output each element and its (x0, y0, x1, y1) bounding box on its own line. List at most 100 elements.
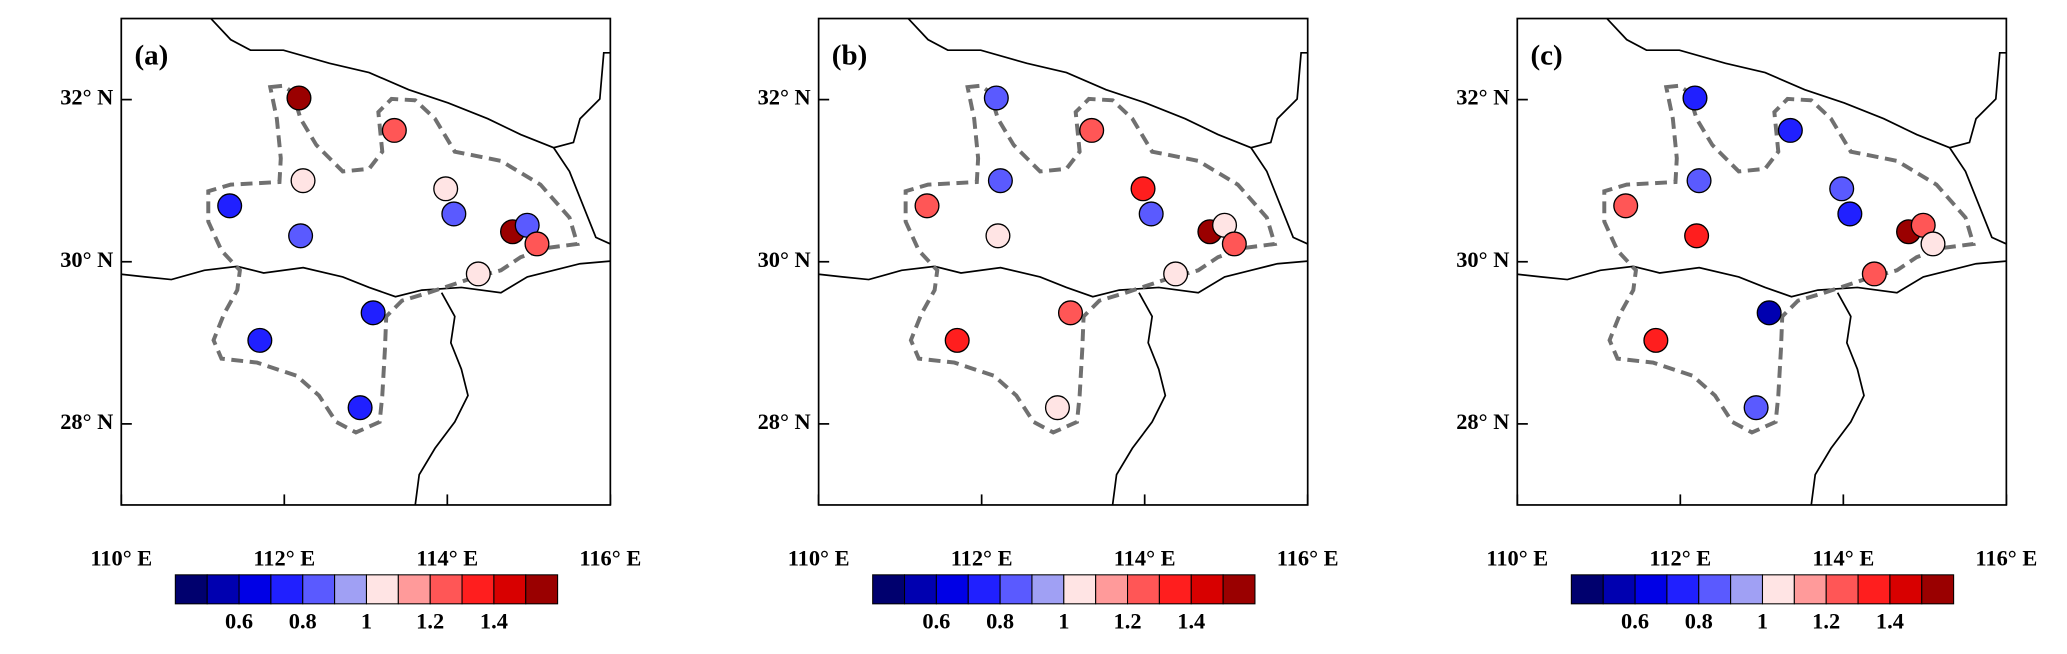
y-tick-label: 30° N (1456, 247, 1509, 272)
colorbar-tick-label: 0.8 (289, 609, 317, 634)
colorbar-box (1921, 574, 1955, 605)
station (987, 168, 1013, 194)
station (1920, 231, 1946, 257)
panel-title: (b) (832, 40, 867, 72)
station (1079, 117, 1105, 143)
map-panel: 110° E 112° E 114° E 116° E 28° N 30° N 32° N (… (1456, 16, 2037, 634)
station (247, 327, 273, 353)
station (944, 327, 970, 353)
station (1057, 300, 1084, 326)
x-tick-label: 114° E (416, 545, 478, 570)
y-tick-label: 28° N (758, 409, 811, 434)
station (286, 85, 312, 111)
station (1829, 176, 1855, 202)
station (985, 223, 1011, 249)
colorbar-box (238, 574, 272, 605)
colorbar-tick-label: 1.4 (1177, 609, 1205, 634)
station (914, 193, 940, 219)
colorbar-tick-label: 1 (1058, 609, 1069, 634)
colorbar-box (1889, 574, 1923, 605)
station (1861, 261, 1887, 287)
y-tick-label: 28° N (60, 409, 113, 434)
x-tick-label: 112° E (1649, 545, 1711, 570)
x-tick-label: 110° E (90, 545, 152, 570)
station (347, 395, 373, 421)
colorbar-tick-label: 0.8 (986, 609, 1014, 634)
station (1163, 261, 1189, 287)
colorbar-box (1063, 574, 1097, 605)
colorbar-box (525, 574, 559, 605)
y-tick-label: 32° N (60, 85, 113, 110)
station (1613, 193, 1639, 219)
x-tick-label: 110° E (788, 545, 850, 570)
colorbar-tick-label: 1 (361, 609, 372, 634)
colorbar-box (1031, 574, 1065, 605)
colorbar-box (302, 574, 336, 605)
y-tick-label: 32° N (758, 85, 811, 110)
colorbar-box (493, 574, 527, 605)
station (217, 193, 243, 219)
colorbar-tick-label: 0.6 (225, 609, 253, 634)
colorbar-box (270, 574, 304, 605)
station (441, 201, 467, 227)
y-tick-label: 28° N (1456, 409, 1509, 434)
colorbar-box (1602, 574, 1636, 605)
x-tick-label: 114° E (1812, 545, 1874, 570)
colorbar-tick-label: 0.8 (1685, 609, 1713, 634)
colorbar-tick-label: 0.6 (1621, 609, 1649, 634)
colorbar-box (967, 574, 1001, 605)
station (381, 117, 407, 143)
station (1138, 201, 1164, 227)
colorbar-box (1793, 574, 1827, 605)
station (1044, 395, 1070, 421)
x-tick-label: 114° E (1114, 545, 1176, 570)
x-tick-label: 116° E (1975, 545, 2037, 570)
station (524, 231, 550, 257)
colorbar-box (429, 574, 463, 605)
colorbar-tick-label: 0.6 (922, 609, 950, 634)
colorbar-box (206, 574, 240, 605)
station (288, 223, 314, 249)
map-frame (817, 17, 1309, 506)
map-boundaries (119, 16, 613, 507)
colorbar-box (1190, 574, 1224, 605)
map-frame (1516, 17, 2008, 506)
station (1743, 395, 1769, 421)
colorbar-tick-label: 1.4 (1876, 609, 1904, 634)
colorbar-tick-label: 1.4 (480, 609, 508, 634)
colorbar-box (1570, 574, 1604, 605)
colorbar-tick-label: 1 (1757, 609, 1768, 634)
station (983, 85, 1009, 111)
station (465, 261, 491, 287)
colorbar-box (935, 574, 969, 605)
colorbar-box (1857, 574, 1891, 605)
station (1643, 327, 1669, 353)
map-panel: 110° E 112° E 114° E 116° E 28° N 30° N 32° N (… (758, 16, 1339, 634)
x-tick-label: 116° E (579, 545, 641, 570)
map-boundaries (816, 16, 1310, 507)
colorbar-box (872, 574, 906, 605)
station (1221, 231, 1247, 257)
colorbar-box (904, 574, 937, 605)
y-tick-label: 30° N (758, 247, 811, 272)
colorbar-box (1095, 574, 1129, 605)
colorbar-box (365, 574, 399, 605)
y-tick-label: 30° N (60, 247, 113, 272)
station (1837, 201, 1863, 227)
station (1682, 85, 1708, 111)
station (360, 300, 386, 326)
colorbar-tick-label: 1.2 (416, 609, 444, 634)
colorbar-box (1698, 574, 1732, 605)
colorbar-box (1634, 574, 1668, 605)
x-tick-label: 112° E (253, 545, 315, 570)
x-tick-label: 116° E (1277, 545, 1339, 570)
station (1686, 168, 1712, 194)
y-tick-label: 32° N (1456, 85, 1509, 110)
colorbar-box (397, 574, 431, 605)
x-tick-label: 112° E (951, 545, 1013, 570)
station (433, 176, 459, 202)
map-boundaries (1515, 16, 2009, 507)
colorbar-tick-label: 1.2 (1114, 609, 1142, 634)
colorbar-box (1222, 574, 1256, 605)
